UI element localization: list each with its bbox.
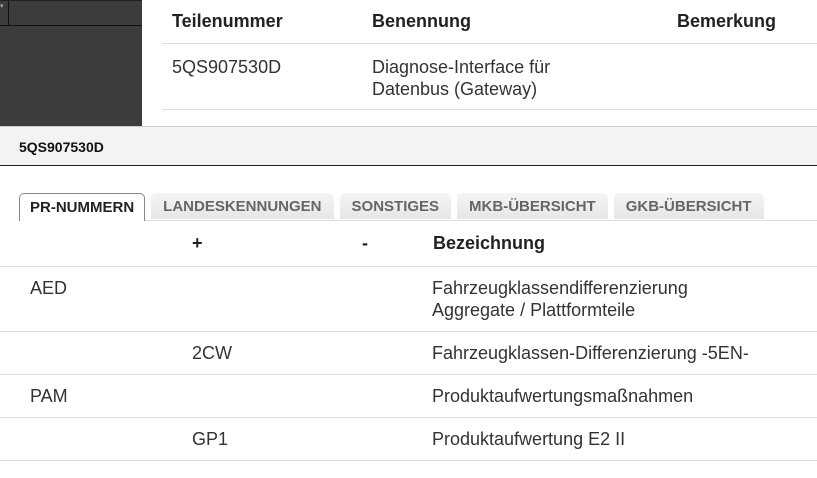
cell-plus: GP1 [162,417,332,461]
header-teilenummer: Teilenummer [172,11,283,31]
cell-minus [332,374,432,418]
cell-text: Produktaufwertung E2 II [432,417,817,461]
header-minus: - [332,221,432,267]
cell-text: Fahrzeugklassendifferenzierung Aggregate… [432,266,817,332]
dropdown-arrow-icon[interactable]: ▾ [0,1,9,25]
cell-plus: 2CW [162,331,332,375]
tab-pr-nummern[interactable]: PR-NUMMERN [19,193,146,221]
cell-plus [162,266,332,332]
tab-landeskennungen[interactable]: LANDESKENNUNGEN [151,193,334,219]
cell-family [0,417,162,461]
cell-family: PAM [0,374,162,418]
cell-family [0,331,162,375]
cell-minus [332,417,432,461]
tab-mkb-uebersicht[interactable]: MKB-ÜBERSICHT [457,193,608,219]
cell-family: AED [0,266,162,332]
cell-benennung: Diagnose-Interface für Datenbus (Gateway… [372,57,551,99]
side-panel: ▾ [0,0,142,126]
parts-table: Teilenummer Benennung Bemerkung 5QS90753… [162,0,817,110]
header-family [0,221,162,267]
toolbar-strip: ▾ [0,0,142,26]
header-bezeichnung: Bezeichnung [432,221,817,267]
cell-plus [162,374,332,418]
header-bemerkung: Bemerkung [677,11,777,31]
pr-table: + - Bezeichnung AED Fahrzeugklassendiffe… [0,221,817,461]
cell-minus [332,266,432,332]
parts-table-header: Teilenummer Benennung Bemerkung [162,0,817,44]
table-row[interactable]: 5QS907530D Diagnose-Interface für Datenb… [162,44,817,110]
table-row[interactable]: 2CW Fahrzeugklassen-Differenzierung -5EN… [0,331,817,375]
table-row[interactable]: AED Fahrzeugklassendifferenzierung Aggre… [0,266,817,332]
table-row[interactable]: GP1 Produktaufwertung E2 II [0,417,817,461]
cell-bemerkung [602,56,817,109]
header-plus: + [162,221,332,267]
tab-gkb-uebersicht[interactable]: GKB-ÜBERSICHT [613,193,764,219]
cell-teilenummer: 5QS907530D [172,57,282,77]
header-benennung: Benennung [372,11,471,31]
table-row[interactable]: PAM Produktaufwertungsmaßnahmen [0,374,817,418]
cell-text: Produktaufwertungsmaßnahmen [432,374,817,418]
cell-minus [332,331,432,375]
tab-bar: PR-NUMMERN LANDESKENNUNGEN SONSTIGES MKB… [19,193,817,221]
pr-table-header: + - Bezeichnung [0,221,817,267]
panel-title: 5QS907530D [0,126,817,166]
cell-text: Fahrzeugklassen-Differenzierung -5EN- [432,331,817,375]
tab-sonstiges[interactable]: SONSTIGES [339,193,452,219]
